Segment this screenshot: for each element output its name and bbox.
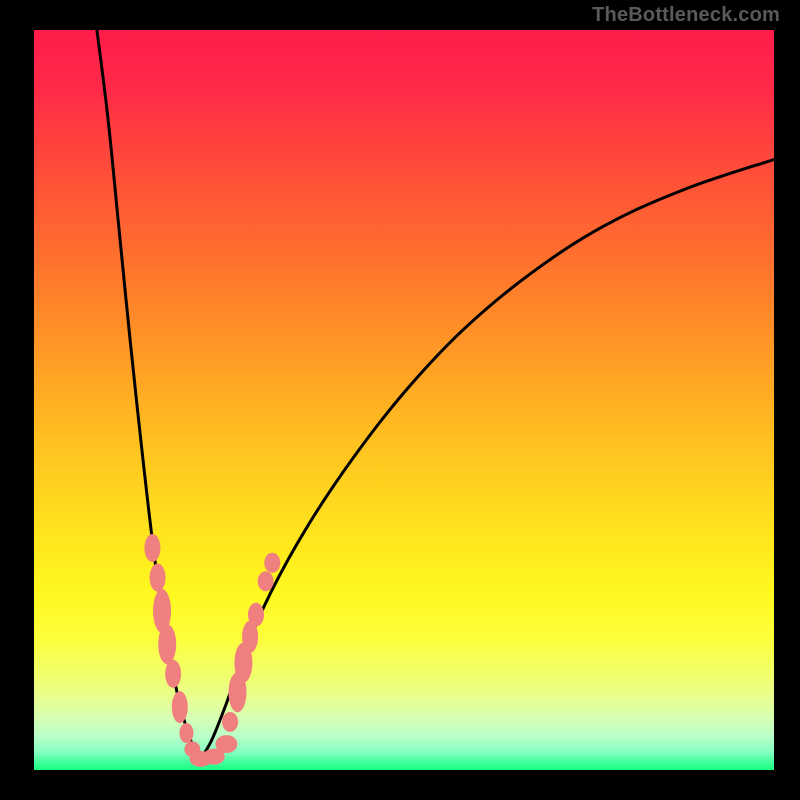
marker-dot — [179, 723, 193, 743]
curve-left — [97, 30, 201, 759]
curve-markers — [144, 534, 280, 767]
watermark-text: TheBottleneck.com — [592, 4, 780, 27]
marker-dot — [222, 712, 238, 732]
marker-dot — [165, 660, 181, 688]
marker-dot — [144, 534, 160, 562]
bottleneck-curve — [34, 30, 774, 770]
marker-dot — [158, 624, 176, 664]
marker-dot — [172, 691, 188, 723]
marker-dot — [264, 553, 280, 573]
plot-area — [34, 30, 774, 770]
marker-dot — [248, 603, 264, 627]
marker-dot — [215, 735, 237, 753]
curve-right — [201, 160, 775, 759]
marker-dot — [258, 571, 274, 591]
chart-container: TheBottleneck.com — [0, 0, 800, 800]
marker-dot — [150, 564, 166, 592]
